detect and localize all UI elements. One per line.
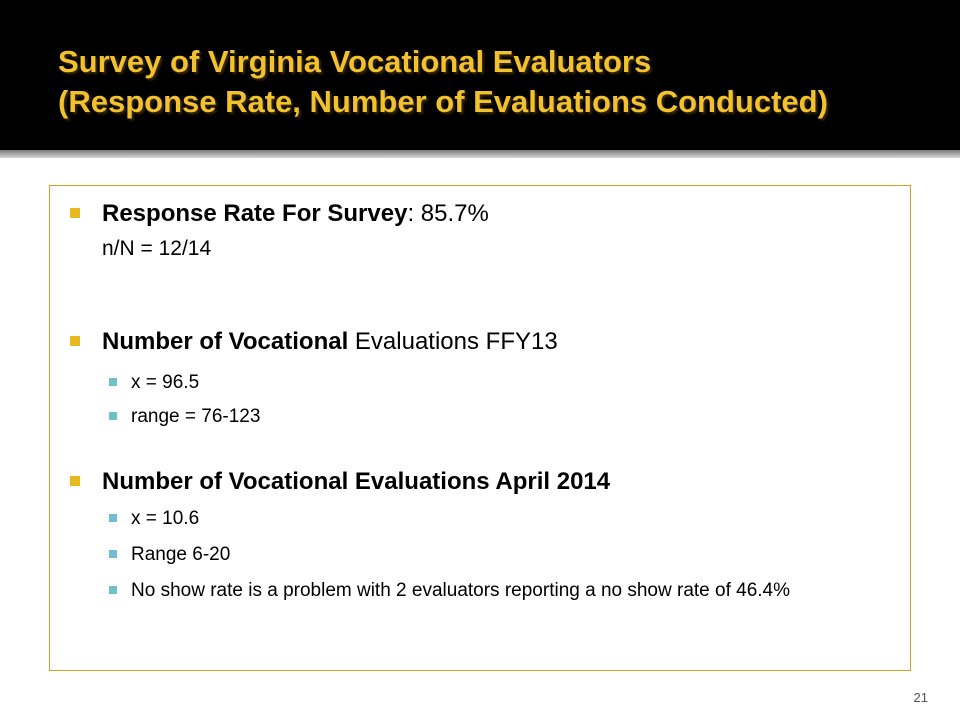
square-bullet-icon: [70, 336, 80, 346]
sub-bullet-text: Range 6-20: [131, 544, 231, 565]
slide-title-line-2: (Response Rate, Number of Evaluations Co…: [58, 84, 828, 119]
square-sub-bullet-icon: [109, 550, 117, 558]
sub-bullet-text: range = 76-123: [131, 406, 261, 427]
bullet-continuation-text: n/N = 12/14: [102, 237, 212, 260]
square-sub-bullet-icon: [109, 514, 117, 522]
square-sub-bullet-icon: [109, 586, 117, 594]
sub-bullet-text: x = 10.6: [131, 508, 200, 529]
slide-title: Survey of Virginia Vocational Evaluators…: [58, 42, 938, 122]
sub-bullet-text: No show rate is a problem with 2 evaluat…: [131, 580, 791, 601]
square-sub-bullet-icon: [109, 378, 117, 386]
sub-bullet-text: x = 96.5: [131, 372, 200, 393]
square-sub-bullet-icon: [109, 412, 117, 420]
bullet-bold-text: Response Rate For Survey: [102, 200, 408, 227]
slide-title-line-1: Survey of Virginia Vocational Evaluators: [58, 44, 652, 79]
bullet-rest-text: Evaluations FFY13: [348, 328, 558, 355]
page-number: 21: [913, 690, 928, 705]
bullet-bold-text: Number of Vocational Evaluations April 2…: [102, 468, 611, 495]
bullet-rest-text: : 85.7%: [407, 200, 489, 227]
bullet-bold-text: Number of Vocational: [102, 328, 349, 355]
square-bullet-icon: [70, 476, 80, 486]
title-bar: Survey of Virginia Vocational Evaluators…: [0, 0, 960, 150]
title-divider: [0, 150, 960, 158]
square-bullet-icon: [70, 208, 80, 218]
content-box: [49, 185, 911, 671]
